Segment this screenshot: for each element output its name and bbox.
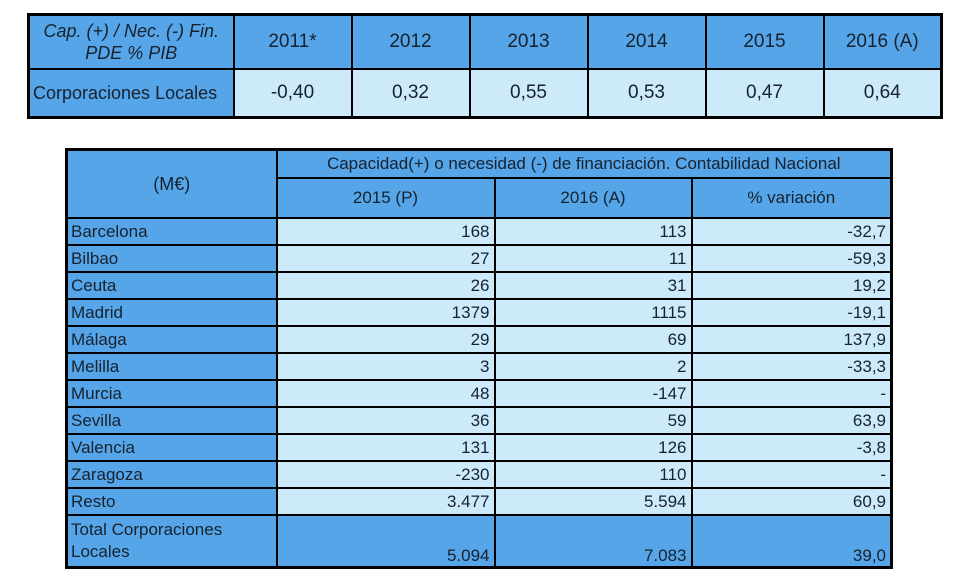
city-label: Valencia (65, 433, 278, 462)
value-2015: 1379 (275, 298, 496, 327)
value-2015: 26 (275, 271, 496, 300)
city-label: Barcelona (65, 217, 278, 246)
value-2015: 36 (275, 406, 496, 435)
year-header-2016: 2016 (A) (822, 13, 943, 70)
pde-row-label: Corporaciones Locales (27, 68, 235, 119)
pde-data-row: Corporaciones Locales -0,40 0,32 0,55 0,… (27, 68, 943, 119)
value-variation: -32,7 (690, 217, 893, 246)
pde-value-2011: -0,40 (232, 68, 353, 119)
column-header-2015p: 2015 (P) (275, 177, 496, 219)
value-variation: 63,9 (690, 406, 893, 435)
value-2016: 11 (493, 244, 693, 273)
column-header-variacion: % variación (690, 177, 893, 219)
financing-group-header-row: (M€) Capacidad(+) o necesidad (-) de fin… (65, 148, 893, 219)
value-2015: 3.477 (275, 487, 496, 516)
value-variation: -3,8 (690, 433, 893, 462)
group-header: Capacidad(+) o necesidad (-) de financia… (275, 148, 893, 179)
pde-value-2015: 0,47 (704, 68, 825, 119)
city-label: Murcia (65, 379, 278, 408)
column-header-2016a: 2016 (A) (493, 177, 693, 219)
city-label: Málaga (65, 325, 278, 354)
year-header-2015: 2015 (704, 13, 825, 70)
pde-value-2013: 0,55 (468, 68, 589, 119)
table-row-valencia: Valencia 131 126 -3,8 (65, 433, 893, 462)
value-2016: 2 (493, 352, 693, 381)
city-financing-table: (M€) Capacidad(+) o necesidad (-) de fin… (65, 148, 894, 569)
value-variation: - (690, 460, 893, 489)
value-2015: 3 (275, 352, 496, 381)
pde-corner-line2: PDE % PIB (85, 43, 178, 63)
value-2015: 168 (275, 217, 496, 246)
pde-header-row: Cap. (+) / Nec. (-) Fin. PDE % PIB 2011*… (27, 13, 943, 70)
pde-value-2016: 0,64 (822, 68, 943, 119)
table-row-murcia: Murcia 48 -147 - (65, 379, 893, 408)
value-variation: -33,3 (690, 352, 893, 381)
total-label: Total Corporaciones Locales (65, 514, 278, 569)
value-2016: 5.594 (493, 487, 693, 516)
table-row-ceuta: Ceuta 26 31 19,2 (65, 271, 893, 300)
total-value-2016: 7.083 (493, 514, 693, 569)
total-value-2015: 5.094 (275, 514, 496, 569)
pde-corner-line1: Cap. (+) / Nec. (-) Fin. (43, 20, 220, 41)
value-2016: 126 (493, 433, 693, 462)
unit-header: (M€) (65, 148, 278, 219)
table-row-resto: Resto 3.477 5.594 60,9 (65, 487, 893, 516)
table-row-total: Total Corporaciones Locales 5.094 7.083 … (65, 514, 893, 569)
table-row-madrid: Madrid 1379 1115 -19,1 (65, 298, 893, 327)
financing-column-header-row: 2015 (P) 2016 (A) % variación (67, 177, 893, 219)
value-variation: -59,3 (690, 244, 893, 273)
city-label: Bilbao (65, 244, 278, 273)
city-label: Madrid (65, 298, 278, 327)
value-variation: 19,2 (690, 271, 893, 300)
year-header-2012: 2012 (350, 13, 471, 70)
value-2016: 31 (493, 271, 693, 300)
city-label: Resto (65, 487, 278, 516)
table-row-melilla: Melilla 3 2 -33,3 (65, 352, 893, 381)
value-2016: 1115 (493, 298, 693, 327)
value-2015: 29 (275, 325, 496, 354)
pde-value-2014: 0,53 (586, 68, 707, 119)
pde-value-2012: 0,32 (350, 68, 471, 119)
year-header-2011: 2011* (232, 13, 353, 70)
value-2016: 110 (493, 460, 693, 489)
value-2016: 59 (493, 406, 693, 435)
value-2015: 48 (275, 379, 496, 408)
table-row-barcelona: Barcelona 168 113 -32,7 (65, 217, 893, 246)
total-value-variation: 39,0 (690, 514, 893, 569)
table-row-malaga: Málaga 29 69 137,9 (65, 325, 893, 354)
year-header-2013: 2013 (468, 13, 589, 70)
city-label: Ceuta (65, 271, 278, 300)
table-row-bilbao: Bilbao 27 11 -59,3 (65, 244, 893, 273)
value-2015: 131 (275, 433, 496, 462)
table-row-sevilla: Sevilla 36 59 63,9 (65, 406, 893, 435)
value-variation: - (690, 379, 893, 408)
value-2016: 113 (493, 217, 693, 246)
value-2015: 27 (275, 244, 496, 273)
value-variation: 60,9 (690, 487, 893, 516)
city-label: Sevilla (65, 406, 278, 435)
city-label: Melilla (65, 352, 278, 381)
year-header-2014: 2014 (586, 13, 707, 70)
value-2016: 69 (493, 325, 693, 354)
value-variation: 137,9 (690, 325, 893, 354)
city-label: Zaragoza (65, 460, 278, 489)
value-variation: -19,1 (690, 298, 893, 327)
value-2015: -230 (275, 460, 496, 489)
value-2016: -147 (493, 379, 693, 408)
pde-corner-header: Cap. (+) / Nec. (-) Fin. PDE % PIB (27, 13, 235, 70)
table-row-zaragoza: Zaragoza -230 110 - (65, 460, 893, 489)
pde-pib-summary-table: Cap. (+) / Nec. (-) Fin. PDE % PIB 2011*… (27, 13, 943, 119)
